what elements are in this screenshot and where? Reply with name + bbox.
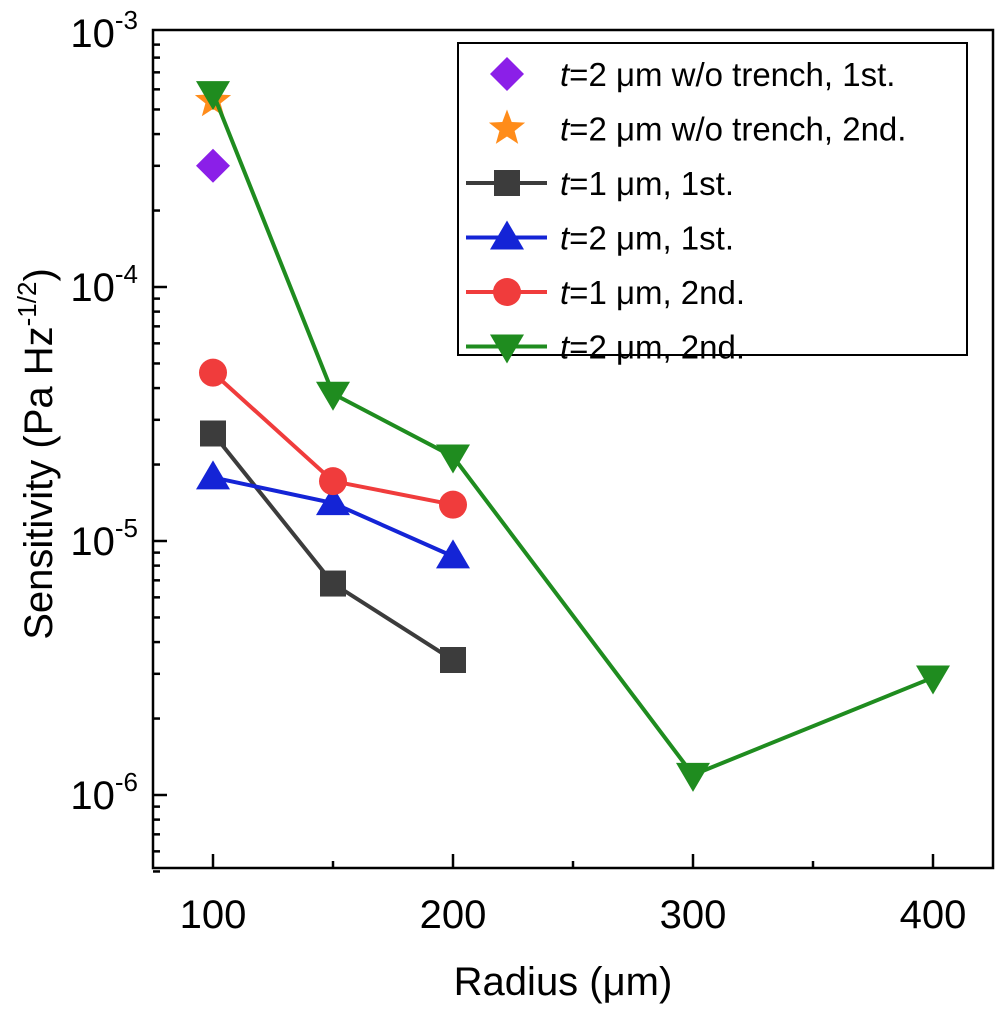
data-point (316, 486, 350, 516)
data-point (319, 467, 347, 496)
x-tick-label: 400 (900, 893, 967, 937)
legend-label: t=2 μm, 1st. (560, 220, 734, 257)
y-tick-label: 10-5 (70, 513, 138, 564)
legend-item: t=2 μm w/o trench, 1st. (490, 56, 895, 93)
legend-label-rest: =2 μm w/o trench, 1st. (569, 56, 895, 93)
y-tick-base: 10 (70, 520, 115, 564)
y-tick-base: 10 (70, 12, 115, 56)
series-2 (200, 420, 466, 674)
y-tick-exponent: -6 (115, 767, 138, 797)
y-tick-exponent: -5 (115, 513, 138, 543)
legend-marker (488, 109, 526, 144)
x-tick-label: 100 (180, 893, 247, 937)
plot-frame (151, 28, 995, 870)
legend-item: t=1 μm, 1st. (466, 165, 734, 202)
data-point (196, 81, 230, 111)
legend-item: t=2 μm, 1st. (466, 220, 734, 257)
series-layer (194, 81, 950, 792)
legend-label: t=2 μm, 2nd. (560, 329, 745, 366)
legend-box (457, 42, 968, 356)
data-point (200, 420, 226, 447)
legend-item: t=1 μm, 2nd. (466, 274, 745, 311)
legend: t=2 μm w/o trench, 1st.t=2 μm w/o trench… (457, 42, 968, 366)
legend-item: t=2 μm w/o trench, 2nd. (488, 109, 906, 148)
legend-label: t=2 μm w/o trench, 1st. (560, 56, 895, 93)
y-axis-title-close: ) (17, 268, 61, 281)
y-axis-ticks: 10-610-510-410-3 (70, 5, 167, 873)
y-axis-title-sup: -1/2 (12, 282, 42, 327)
legend-label-rest: =2 μm, 2nd. (569, 329, 745, 366)
legend-marker (490, 334, 524, 364)
legend-label-rest: =2 μm, 1st. (569, 220, 734, 257)
legend-label-var: t (560, 329, 571, 366)
y-tick-label: 10-3 (70, 5, 138, 56)
y-tick-label: 10-4 (70, 259, 138, 310)
y-axis-title: Sensitivity (Pa Hz-1/2) (12, 268, 61, 640)
legend-marker (490, 220, 524, 250)
series-5 (196, 81, 950, 792)
data-point (439, 490, 467, 519)
data-point (196, 148, 230, 183)
x-tick-label: 200 (420, 893, 487, 937)
y-tick-label: 10-6 (70, 767, 138, 818)
legend-label: t=2 μm w/o trench, 2nd. (560, 111, 906, 148)
data-point (436, 444, 470, 474)
y-tick-base: 10 (70, 266, 115, 310)
data-point (316, 381, 350, 411)
series-0 (196, 148, 230, 183)
legend-label-var: t (560, 274, 571, 311)
legend-label-var: t (560, 220, 571, 257)
legend-label: t=1 μm, 1st. (560, 165, 734, 202)
legend-marker (494, 170, 520, 196)
data-point (440, 647, 466, 674)
data-point (436, 539, 470, 569)
legend-label-rest: =2 μm w/o trench, 2nd. (569, 111, 906, 148)
data-point (916, 665, 950, 695)
x-tick-label: 300 (660, 893, 727, 937)
y-tick-exponent: -3 (115, 5, 138, 35)
legend-item: t=2 μm, 2nd. (466, 329, 745, 366)
y-tick-base: 10 (70, 774, 115, 818)
y-axis-title-main: Sensitivity (Pa Hz (17, 326, 61, 639)
legend-label: t=1 μm, 2nd. (560, 274, 745, 311)
x-axis-title: Radius (μm) (454, 960, 673, 1004)
series-4 (199, 358, 467, 519)
data-point (320, 570, 346, 597)
legend-label-var: t (560, 56, 571, 93)
legend-label-rest: =1 μm, 2nd. (569, 274, 745, 311)
data-point (676, 762, 710, 792)
legend-marker (493, 278, 521, 306)
x-axis-ticks: 100 200 300 400 (180, 854, 967, 937)
y-tick-exponent: -4 (115, 259, 138, 289)
data-point (199, 358, 227, 387)
legend-label-rest: =1 μm, 1st. (569, 165, 734, 202)
legend-label-var: t (560, 111, 571, 148)
legend-marker (490, 57, 524, 91)
series-3 (196, 460, 470, 569)
legend-label-var: t (560, 165, 571, 202)
data-point (196, 460, 230, 490)
